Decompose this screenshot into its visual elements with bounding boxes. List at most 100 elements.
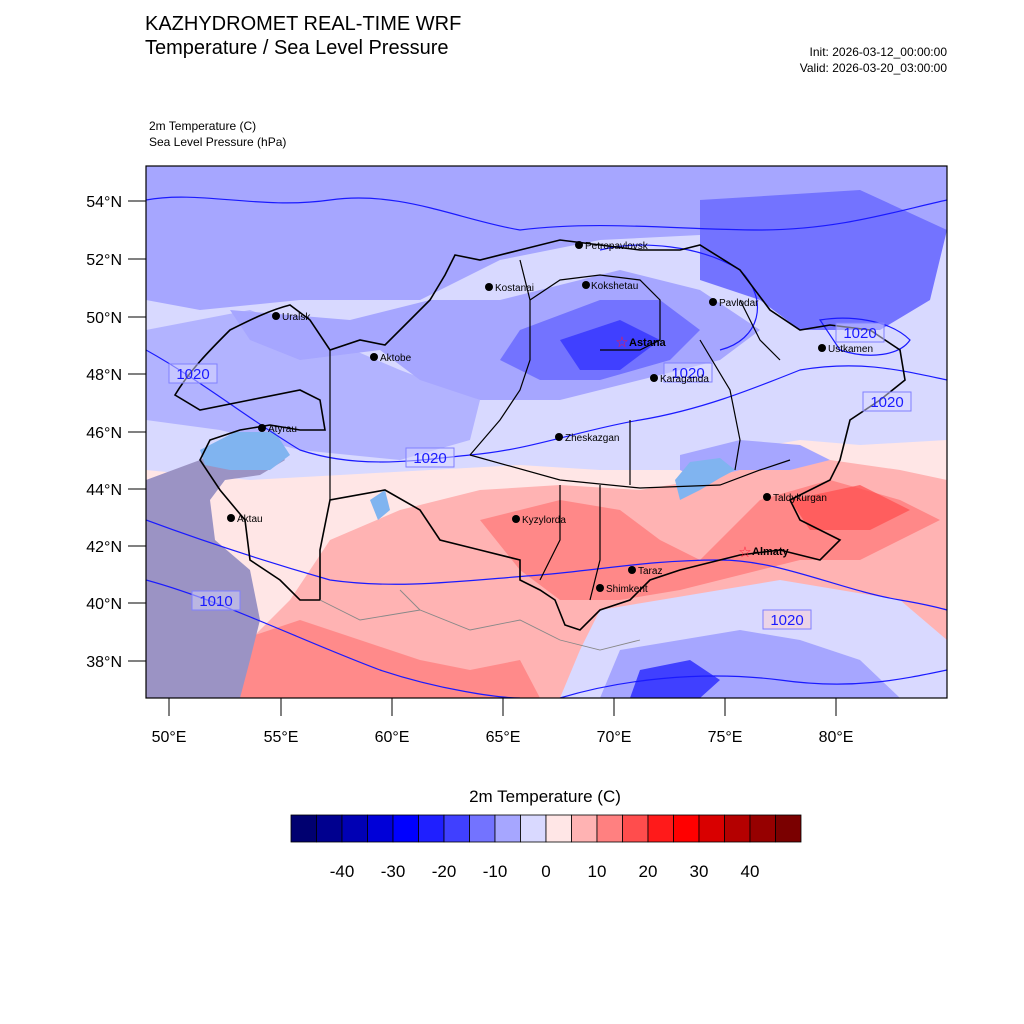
svg-text:1020: 1020 [843, 325, 876, 342]
lat-label: 48°N [86, 367, 122, 384]
city-marker: Pavlodar [709, 298, 759, 309]
isobar-label: 1020 [762, 609, 812, 630]
colorbar-swatch [698, 814, 725, 843]
colorbar-swatch [443, 814, 470, 843]
isobar-label: 1020 [168, 363, 218, 384]
init-time: Init: 2026-03-12_00:00:00 [809, 45, 947, 59]
city-marker: Kokshetau [582, 281, 638, 292]
lon-label: 70°E [597, 729, 632, 746]
colorbar-swatch [571, 814, 598, 843]
colorbar-swatch [341, 814, 368, 843]
colorbar-swatch [749, 814, 776, 843]
lat-label: 44°N [86, 482, 122, 499]
chart-subtitle: Temperature / Sea Level Pressure [145, 37, 449, 59]
colorbar-tick-label: 0 [541, 862, 550, 881]
lon-label: 50°E [152, 729, 187, 746]
svg-text:1020: 1020 [413, 450, 446, 467]
colorbar-swatch [469, 814, 496, 843]
svg-text:Ustkamen: Ustkamen [828, 344, 873, 355]
lat-label: 42°N [86, 539, 122, 556]
star-icon: ☆ [615, 334, 628, 351]
colorbar-swatch [673, 814, 700, 843]
colorbar-ticks: -40 -30 -20 -10 0 10 20 30 40 [330, 862, 760, 881]
svg-text:Taraz: Taraz [638, 566, 662, 577]
lon-label: 55°E [264, 729, 299, 746]
svg-text:1020: 1020 [176, 366, 209, 383]
colorbar-swatch [316, 814, 343, 843]
longitude-labels: 50°E 55°E 60°E 65°E 70°E 75°E 80°E [152, 729, 854, 746]
city-marker: Aktau [227, 514, 263, 525]
internal-borders [329, 259, 791, 601]
lat-label: 46°N [86, 425, 122, 442]
colorbar-swatch [724, 814, 751, 843]
isobar-label: 1020 [862, 391, 912, 412]
colorbar-tick-label: -40 [330, 862, 355, 881]
lon-label: 60°E [375, 729, 410, 746]
svg-text:Shimkent: Shimkent [606, 584, 648, 595]
svg-text:Petropavlovsk: Petropavlovsk [585, 241, 649, 252]
isobar-labels: 1020 1020 1020 1020 1020 1010 1020 [168, 322, 912, 630]
svg-text:Aktau: Aktau [237, 514, 263, 525]
colorbar-title: 2m Temperature (C) [469, 787, 621, 806]
city-marker: Shimkent [596, 584, 648, 595]
colorbar-swatch [622, 814, 649, 843]
latitude-labels: 54°N 52°N 50°N 48°N 46°N 44°N 42°N 40°N … [86, 194, 122, 671]
lon-label: 80°E [819, 729, 854, 746]
colorbar-tick-label: -20 [432, 862, 457, 881]
city-marker: Karaganda [650, 374, 709, 385]
svg-text:1010: 1010 [199, 593, 232, 610]
svg-text:Kostanai: Kostanai [495, 283, 534, 294]
colorbar-swatch [367, 814, 394, 843]
isobar-label: 1010 [191, 590, 241, 611]
svg-text:1020: 1020 [870, 394, 903, 411]
lon-label: 65°E [486, 729, 521, 746]
colorbar-swatch [545, 814, 572, 843]
cities: Petropavlovsk Kostanai Kokshetau Pavloda… [227, 241, 873, 595]
colorbar-tick-label: -30 [381, 862, 406, 881]
svg-text:Zheskazgan: Zheskazgan [565, 433, 619, 444]
svg-text:Karaganda: Karaganda [660, 374, 709, 385]
city-marker: Uralsk [272, 312, 311, 323]
colorbar-tick-label: 40 [741, 862, 760, 881]
city-marker: Ustkamen [818, 344, 873, 355]
colorbar-tick-label: 20 [639, 862, 658, 881]
colorbar-swatch [494, 814, 521, 843]
svg-text:Almaty: Almaty [752, 546, 790, 558]
axis-ticks [128, 200, 837, 716]
svg-text:Atyrau: Atyrau [268, 424, 297, 435]
colorbar-tick-label: 30 [690, 862, 709, 881]
lat-label: 52°N [86, 252, 122, 269]
temperature-field [146, 166, 947, 698]
city-marker: Taldykurgan [763, 493, 827, 504]
lat-label: 40°N [86, 596, 122, 613]
svg-text:Pavlodar: Pavlodar [719, 298, 759, 309]
city-marker: Kostanai [485, 283, 534, 294]
colorbar-swatch [775, 814, 802, 843]
lat-label: 38°N [86, 654, 122, 671]
colorbar-swatch [290, 814, 317, 843]
borders [173, 239, 906, 631]
colorbar-swatch [392, 814, 419, 843]
colorbar [290, 814, 802, 843]
star-icon: ☆ [738, 544, 751, 561]
svg-text:Taldykurgan: Taldykurgan [773, 493, 827, 504]
svg-text:1020: 1020 [671, 365, 704, 382]
city-marker: Taraz [628, 566, 662, 577]
city-marker: Atyrau [258, 424, 297, 435]
city-marker: Petropavlovsk [575, 241, 649, 252]
isobar-label: 1020 [663, 362, 713, 383]
isobar-label: 1020 [405, 447, 455, 468]
svg-text:Kyzylorda: Kyzylorda [522, 515, 566, 526]
city-marker: Zheskazgan [555, 433, 619, 444]
chart-title: KAZHYDROMET REAL-TIME WRF [145, 13, 462, 35]
colorbar-tick-label: 10 [588, 862, 607, 881]
colorbar-swatch [418, 814, 445, 843]
variable-label-temperature: 2m Temperature (C) [149, 119, 257, 133]
svg-text:Astana: Astana [629, 337, 667, 349]
isobar-label: 1020 [835, 322, 885, 343]
lat-label: 50°N [86, 310, 122, 327]
svg-text:Uralsk: Uralsk [282, 312, 311, 323]
svg-text:Kokshetau: Kokshetau [591, 281, 638, 292]
colorbar-swatch [596, 814, 623, 843]
colorbar-swatch [520, 814, 547, 843]
